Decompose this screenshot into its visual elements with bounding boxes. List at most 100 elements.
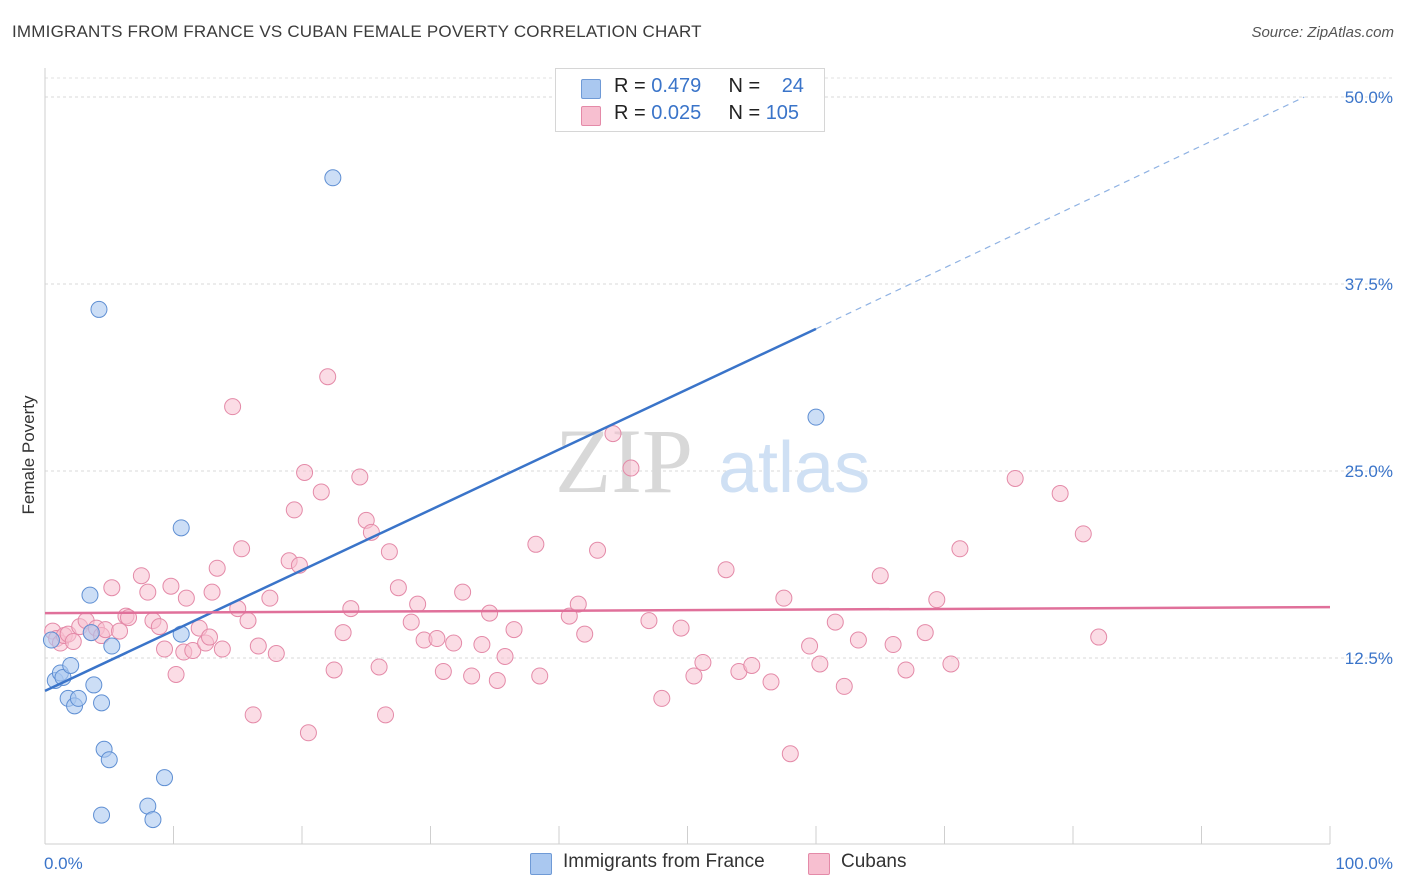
watermark: ZIP atlas [555, 410, 870, 512]
data-point-cubans [505, 621, 523, 639]
data-point-cubans [928, 591, 946, 609]
data-point-cubans [640, 612, 658, 630]
data-point-cubans [569, 595, 587, 613]
data-point-cubans [150, 618, 168, 636]
legend-n-label: N = [728, 102, 766, 124]
legend-r-value: 0.479 [651, 75, 702, 97]
y-axis-label: Female Poverty [19, 395, 38, 515]
data-point-cubans [653, 689, 671, 707]
data-point-france [144, 811, 162, 829]
data-point-cubans [325, 661, 343, 679]
data-point-france [62, 656, 80, 674]
data-point-cubans [296, 463, 314, 481]
data-point-cubans [64, 633, 82, 651]
data-point-cubans [463, 667, 481, 685]
data-point-cubans [103, 579, 121, 597]
data-point-cubans [200, 628, 218, 646]
series-france [42, 169, 825, 829]
legend-label-cubans: Cubans [841, 851, 907, 872]
legend-r-value: 0.025 [651, 102, 702, 124]
data-point-cubans [261, 589, 279, 607]
data-point-france [93, 806, 111, 824]
data-point-cubans [428, 630, 446, 648]
data-point-cubans [481, 604, 499, 622]
data-point-cubans [402, 613, 420, 631]
axes [44, 68, 1331, 845]
data-point-cubans [299, 724, 317, 742]
x-tick-label: 0.0% [44, 854, 83, 873]
data-point-cubans [743, 656, 761, 674]
legend-n-value: 105 [765, 102, 800, 124]
chart-title: IMMIGRANTS FROM FRANCE VS CUBAN FEMALE P… [12, 22, 702, 41]
data-point-france [156, 769, 174, 787]
data-point-cubans [389, 579, 407, 597]
data-point-cubans [527, 535, 545, 553]
data-point-cubans [96, 621, 114, 639]
data-point-cubans [312, 483, 330, 501]
data-point-cubans [370, 658, 388, 676]
legend-n-value: 24 [781, 75, 804, 97]
data-point-cubans [184, 642, 202, 660]
data-point-cubans [916, 624, 934, 642]
data-point-cubans [208, 559, 226, 577]
legend-label-france: Immigrants from France [563, 851, 765, 872]
data-point-france [81, 586, 99, 604]
data-point-cubans [473, 636, 491, 654]
trend-line-france-extrapolated [815, 96, 1305, 330]
data-point-cubans [496, 648, 514, 666]
x-tick-label: 100.0% [1335, 854, 1393, 873]
data-point-cubans [111, 622, 129, 640]
data-point-cubans [233, 540, 251, 558]
legend-swatch-france [530, 853, 552, 875]
legend-r-label: R = [614, 75, 652, 97]
data-point-cubans [244, 706, 262, 724]
data-point-france [82, 624, 100, 642]
data-point-cubans [694, 653, 712, 671]
data-point-cubans [162, 577, 180, 595]
data-point-cubans [576, 625, 594, 643]
data-point-cubans [377, 706, 395, 724]
data-point-cubans [884, 636, 902, 654]
data-point-france [85, 676, 103, 694]
data-point-cubans [781, 745, 799, 763]
data-point-cubans [132, 567, 150, 585]
data-point-cubans [409, 595, 427, 613]
data-point-cubans [454, 583, 472, 601]
data-point-france [69, 689, 87, 707]
trend-line-cubans [44, 605, 1331, 615]
data-point-cubans [445, 634, 463, 652]
data-point-cubans [239, 612, 257, 630]
y-tick-label: 37.5% [1345, 275, 1393, 294]
data-point-cubans [775, 589, 793, 607]
data-point-cubans [849, 631, 867, 649]
data-point-cubans [434, 662, 452, 680]
data-point-france [103, 637, 121, 655]
data-point-cubans [672, 619, 690, 637]
data-point-cubans [380, 543, 398, 561]
y-tick-label: 12.5% [1345, 649, 1393, 668]
y-tick-label: 25.0% [1345, 462, 1393, 481]
data-point-cubans [488, 671, 506, 689]
data-point-cubans [351, 468, 369, 486]
data-point-cubans [156, 640, 174, 658]
data-point-cubans [1006, 469, 1024, 487]
data-point-cubans [249, 637, 267, 655]
source-label: Source: ZipAtlas.com [1251, 24, 1394, 41]
data-point-cubans [1051, 484, 1069, 502]
data-point-cubans [589, 541, 607, 559]
data-point-cubans [951, 540, 969, 558]
data-point-france [42, 631, 60, 649]
data-point-cubans [801, 637, 819, 655]
y-tick-label: 50.0% [1345, 88, 1393, 107]
data-point-cubans [139, 583, 157, 601]
data-point-cubans [203, 583, 221, 601]
tick-labels: 12.5% 25.0% 37.5% 50.0% 0.0% 100.0% [44, 88, 1393, 873]
data-point-cubans [334, 624, 352, 642]
data-point-cubans [942, 655, 960, 673]
legend-r-label: R = [614, 102, 652, 124]
data-point-france [93, 694, 111, 712]
data-point-france [324, 169, 342, 187]
data-point-cubans [224, 398, 242, 416]
data-point-cubans [1074, 525, 1092, 543]
data-point-cubans [835, 677, 853, 695]
